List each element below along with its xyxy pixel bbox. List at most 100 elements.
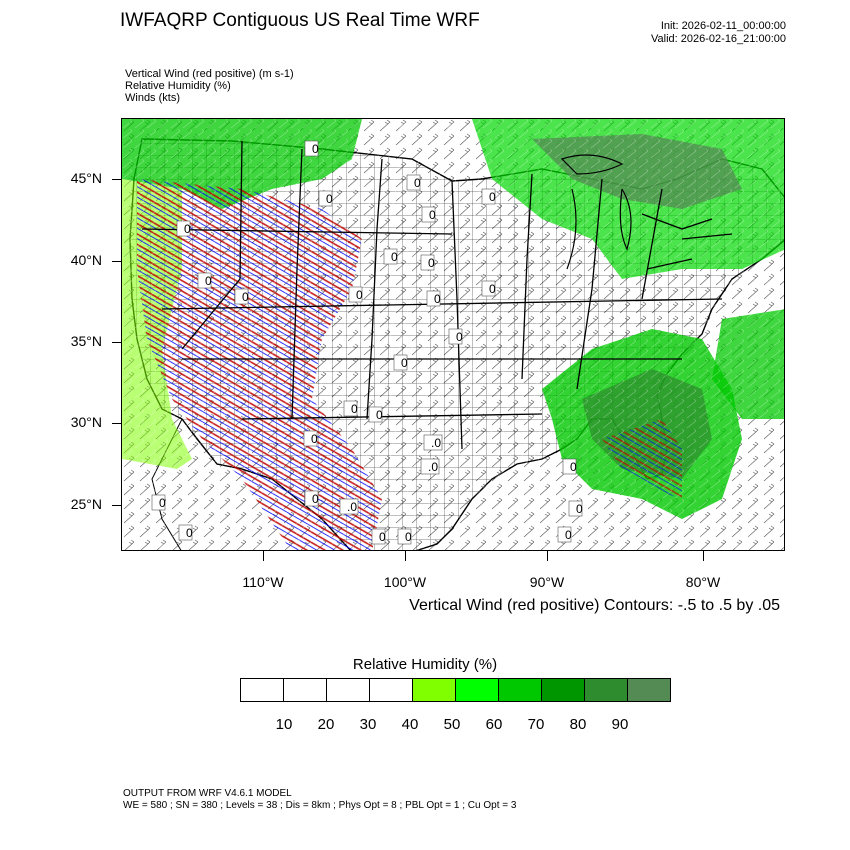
model-info: OUTPUT FROM WRF V4.6.1 MODEL [123,788,292,799]
colorbar-tick-label: 30 [359,716,377,733]
contour-label-box [420,458,440,475]
colorbar-swatch [498,678,542,702]
contour-label-box [339,498,359,515]
contour-label-box [343,400,358,417]
lon-label-90w: 90°W [529,574,565,590]
contour-label-box [176,220,191,237]
colorbar-swatch [240,678,284,702]
contour-label-box [318,190,333,207]
lon-tick [405,551,406,561]
contour-label-box [383,248,398,265]
contour-label: 0 [429,208,436,222]
contour-label-box [448,328,463,345]
contour-label-box [151,494,166,511]
lon-label-110w: 110°W [242,574,284,590]
lat-label-40n: 40°N [70,252,102,268]
contour-label: 0 [205,274,212,288]
colorbar-tick-label: 50 [443,716,461,733]
lat-label-35n: 35°N [70,333,102,349]
contour-note: Vertical Wind (red positive) Contours: -… [409,597,780,614]
contour-label-box [234,288,249,305]
lon-tick [263,551,264,561]
contour-label-box [304,140,319,157]
contour-label: 0 [351,402,358,416]
contour-label-box [426,290,441,307]
contour-label: 0 [312,492,319,506]
init-time: Init: 2026-02-11_00:00:00 [660,20,786,32]
contour-label: 0 [456,330,463,344]
contour-label-box [393,354,408,371]
contour-label: 0 [379,530,386,544]
contour-label-box [178,524,193,541]
contour-label: 0 [414,176,421,190]
contour-label-box [303,430,318,447]
colorbar-title: Relative Humidity (%) [352,656,498,673]
contour-label: 0 [326,192,333,206]
contour-label-box [304,490,319,507]
colorbar-swatch [283,678,327,702]
colorbar-tick-label: 10 [275,716,293,733]
field-label-vertical-wind: Vertical Wind (red positive) (m s-1) [125,68,294,80]
contour-label: 0 [489,282,496,296]
contour-label-box [197,272,212,289]
lat-tick [112,342,121,343]
valid-time: Valid: 2026-02-16_21:00:00 [651,33,786,45]
colorbar [240,678,671,702]
colorbar-swatch [541,678,585,702]
contour-labels: 0 0 0 0 0 0 0 0 0 0 0 0 0 0 0 0 0 0 .0 .0 0 .0 0 0 0 0 0 0 0 [151,140,583,545]
map-panel: 0 0 0 0 0 0 0 0 0 0 0 0 0 0 0 0 0 0 .0 .0 0 .0 0 0 0 0 0 0 0 [121,118,785,551]
contour-label: 0 [565,528,572,542]
colorbar-tick-label: 60 [485,716,503,733]
field-label-winds: Winds (kts) [125,92,180,104]
colorbar-tick-label: 40 [401,716,419,733]
contour-label: 0 [186,526,193,540]
contour-label: 0 [391,250,398,264]
colorbar-swatch [412,678,456,702]
contour-label-box [406,174,421,191]
colorbar-tick-label: 20 [317,716,335,733]
lat-tick [112,261,121,262]
lon-tick [703,551,704,561]
contour-label: 0 [570,460,577,474]
contour-label: 0 [428,256,435,270]
contour-label-box [371,528,386,545]
contour-label: .0 [428,460,438,474]
contour-label: 0 [242,290,249,304]
colorbar-tick-label: 70 [527,716,545,733]
contour-label-box [348,286,363,303]
contour-label: 0 [159,496,166,510]
contour-label: 0 [376,408,383,422]
lat-label-25n: 25°N [70,496,102,512]
contour-label: 0 [356,288,363,302]
colorbar-swatch [455,678,499,702]
contour-label-box [368,406,383,423]
contour-label-box [481,280,496,297]
contour-label: 0 [311,432,318,446]
contour-label-box [481,188,496,205]
contour-label: 0 [576,502,583,516]
contour-label-box [420,254,435,271]
contour-label-box [423,434,443,451]
colorbar-swatch [326,678,370,702]
plot-title: IWFAQRP Contiguous US Real Time WRF [120,10,480,31]
contour-label: 0 [405,530,412,544]
lat-label-30n: 30°N [70,414,102,430]
lon-label-100w: 100°W [383,574,427,590]
lon-tick [547,551,548,561]
contour-label: .0 [431,436,441,450]
contour-label-box [557,526,572,543]
lat-tick [112,179,121,180]
contour-label: 0 [184,222,191,236]
model-config: WE = 580 ; SN = 380 ; Levels = 38 ; Dis … [123,800,517,811]
contour-label-box [421,206,436,223]
contour-label: 0 [312,142,319,156]
great-lakes [560,154,733,270]
colorbar-tick-label: 90 [611,716,629,733]
state-borders [141,140,723,450]
lon-label-80w: 80°W [685,574,721,590]
colorbar-swatch [627,678,671,702]
lat-tick [112,423,121,424]
contour-label-box [562,458,577,475]
contour-label: .0 [347,500,357,514]
lat-tick [112,505,121,506]
